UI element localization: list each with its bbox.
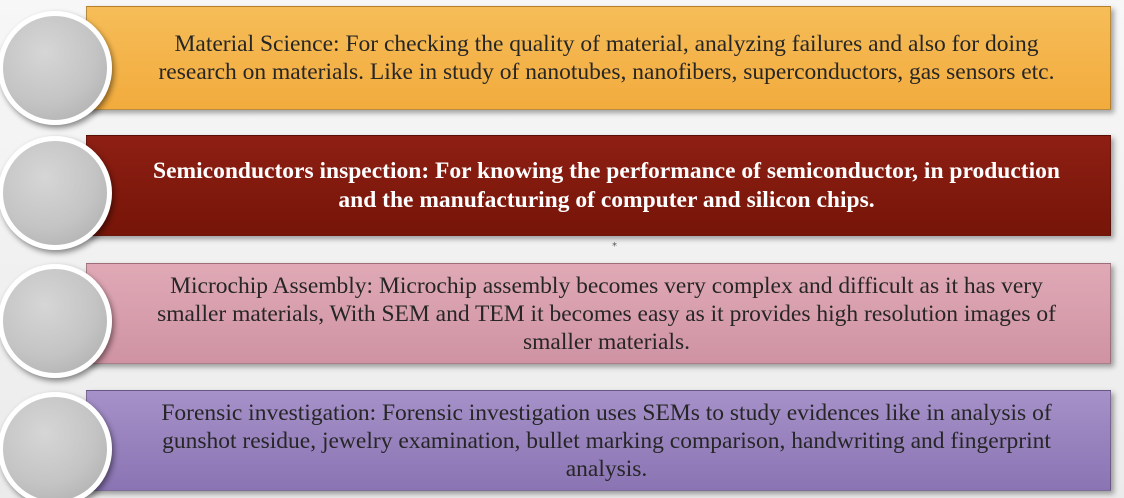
cursor-mark: * — [612, 241, 617, 252]
item-box-forensic-investigation: Forensic investigation: Forensic investi… — [86, 390, 1111, 491]
item-box-microchip-assembly: Microchip Assembly: Microchip assembly b… — [86, 263, 1111, 364]
bullet-circle — [0, 136, 112, 250]
item-box-material-science: Material Science: For checking the quali… — [86, 6, 1111, 110]
item-text: Material Science: For checking the quali… — [158, 31, 1055, 85]
item-text: Microchip Assembly: Microchip assembly b… — [157, 272, 1056, 355]
item-text: Forensic investigation: Forensic investi… — [161, 399, 1052, 482]
item-text: Semiconductors inspection: For knowing t… — [153, 157, 1060, 213]
item-box-semiconductors-inspection: Semiconductors inspection: For knowing t… — [86, 135, 1111, 236]
bullet-circle — [0, 392, 112, 498]
bullet-circle — [0, 11, 112, 125]
bullet-circle — [0, 264, 112, 378]
